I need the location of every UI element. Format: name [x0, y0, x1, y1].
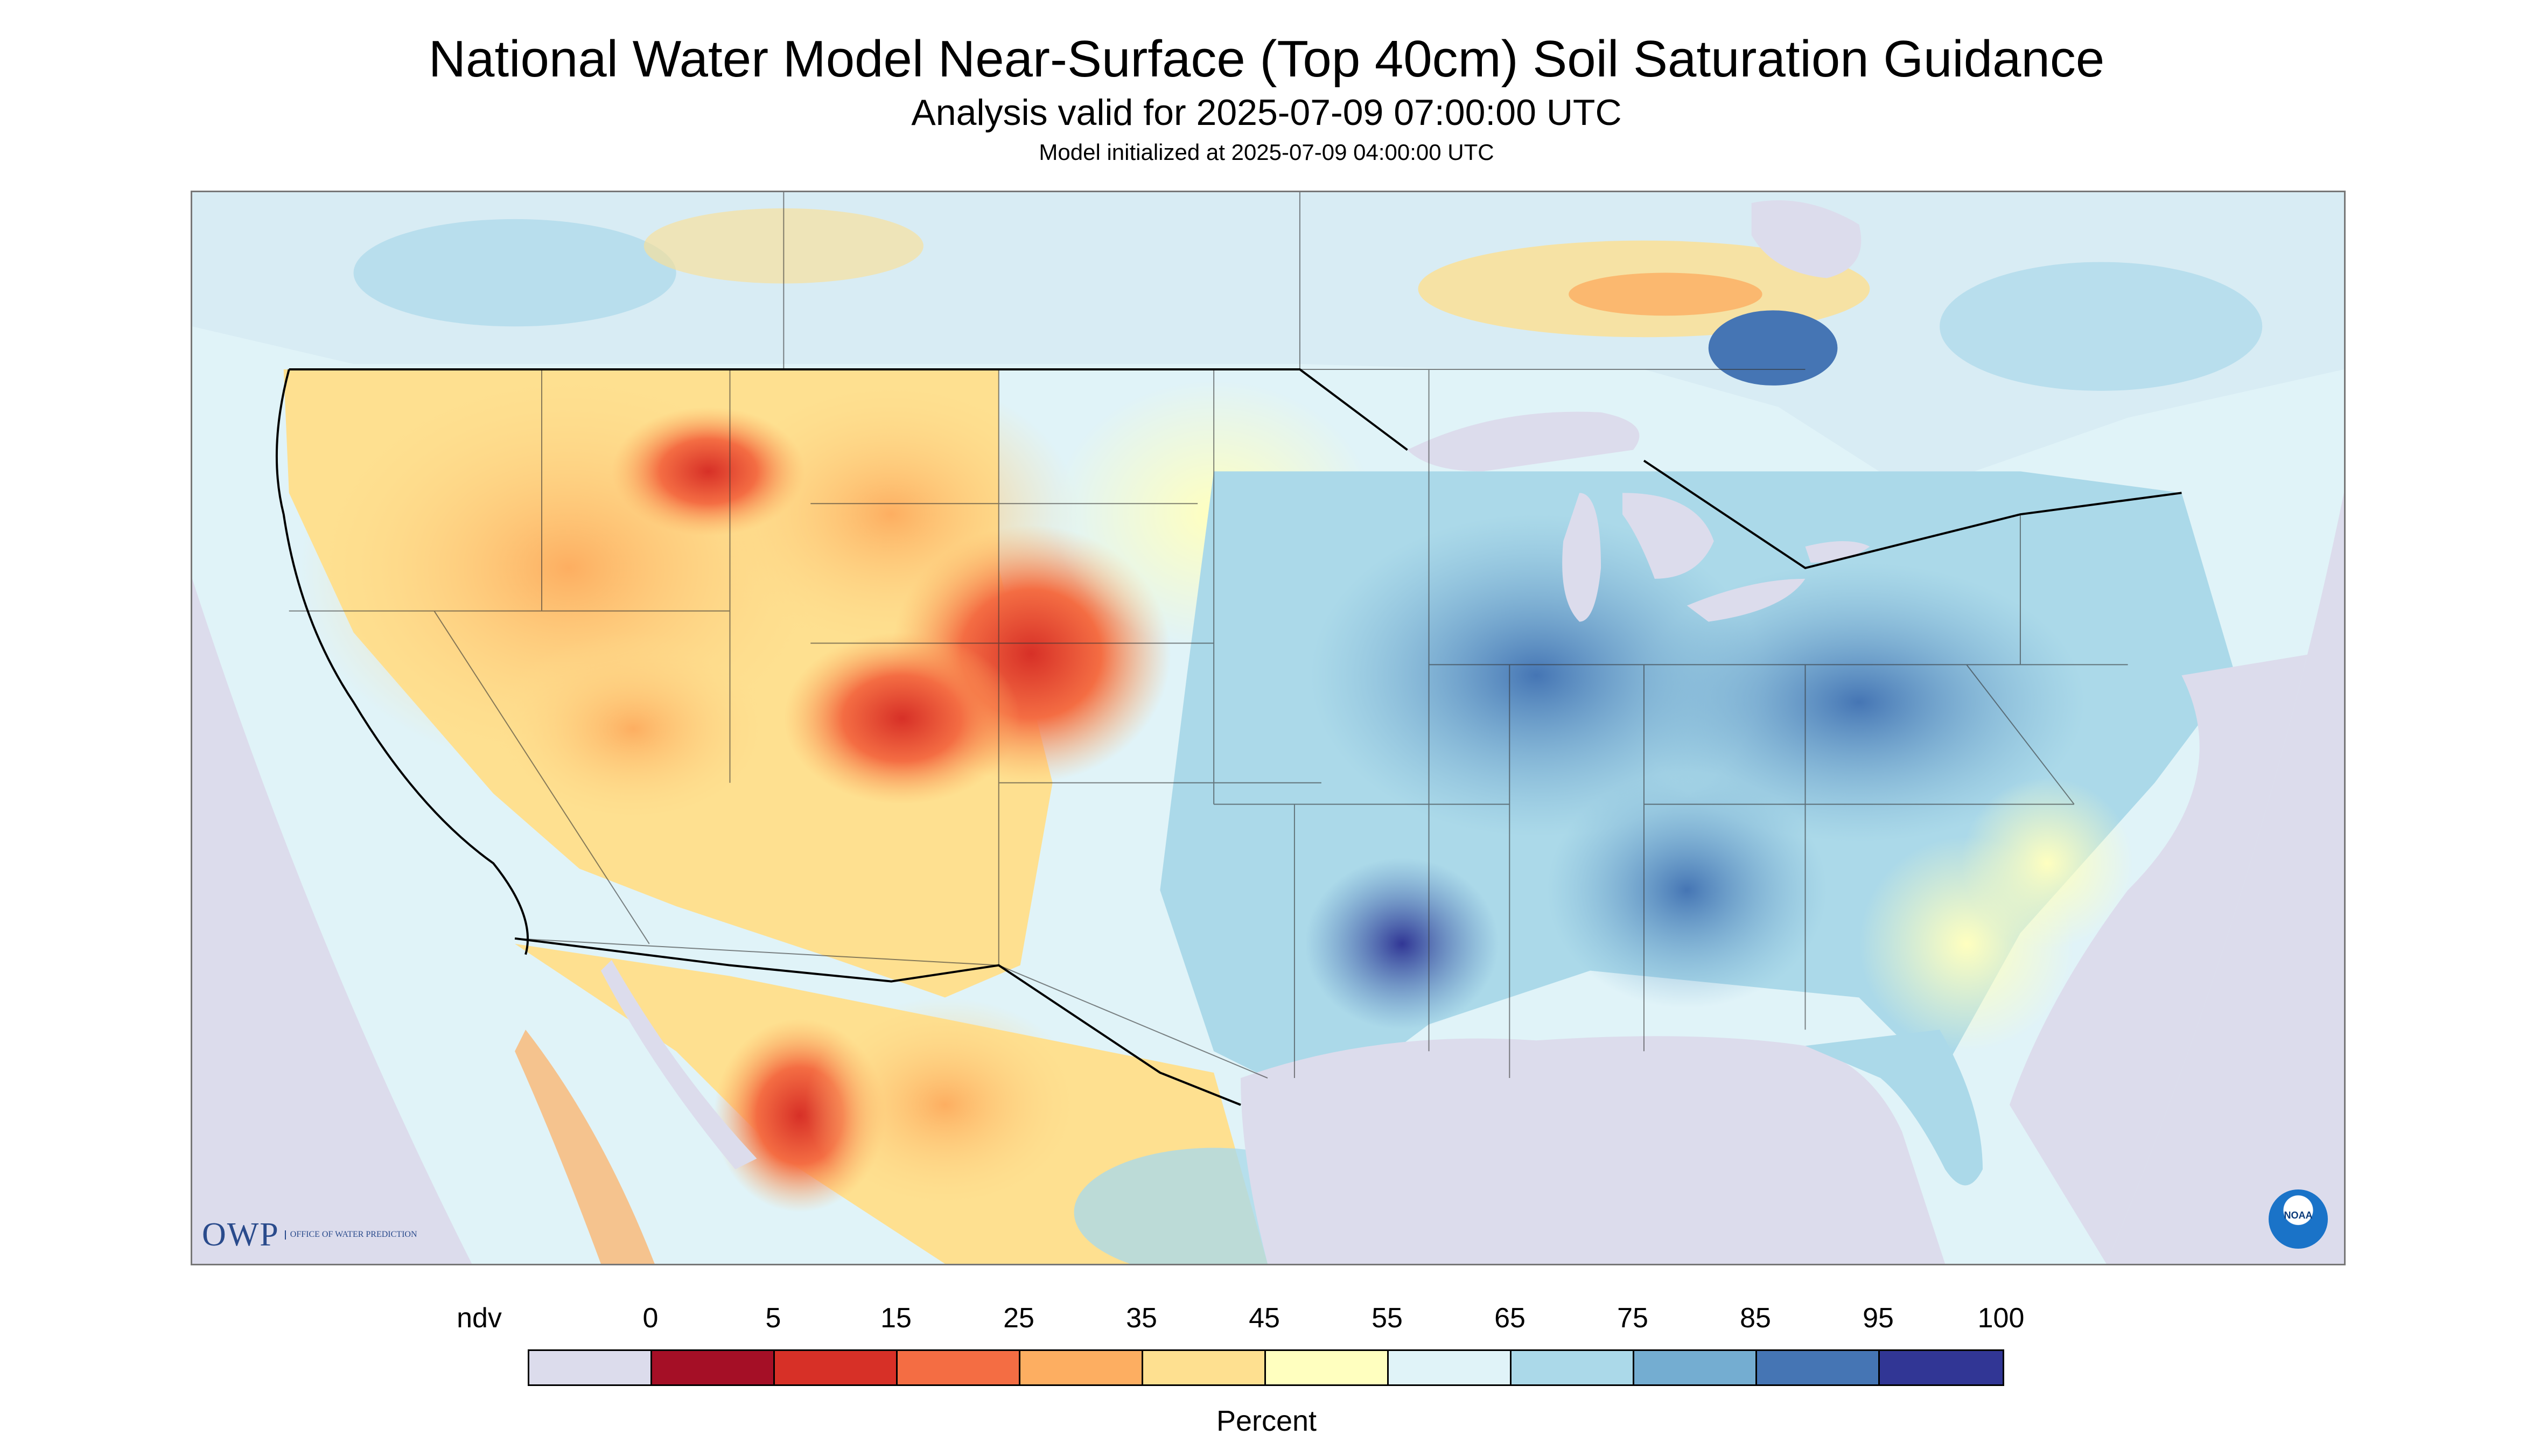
legend-swatch [1757, 1351, 1880, 1384]
legend-label: 65 [1494, 1303, 1526, 1334]
legend-label: 85 [1740, 1303, 1771, 1334]
legend-label: 55 [1372, 1303, 1403, 1334]
legend-swatch [529, 1351, 652, 1384]
gulf-of-mexico [1241, 1036, 1946, 1264]
legend-swatch [1634, 1351, 1757, 1384]
florida [1805, 1030, 1983, 1186]
map-title: National Water Model Near-Surface (Top 4… [428, 30, 2105, 88]
atlantic-ocean [2009, 493, 2344, 1264]
legend-label: 75 [1617, 1303, 1648, 1334]
legend-swatch [775, 1351, 898, 1384]
lake-michigan [1562, 493, 1601, 622]
lake-erie [1687, 578, 1806, 622]
legend-labels: ndv 0 5 15 25 35 45 55 65 75 85 95 100 [0, 1304, 2533, 1336]
legend-swatch [1266, 1351, 1389, 1384]
legend-label: 5 [765, 1303, 781, 1334]
legend-swatch [1880, 1351, 2003, 1384]
legend-swatch [1020, 1351, 1143, 1384]
legend-label: ndv [457, 1303, 502, 1334]
legend-swatch [1389, 1351, 1512, 1384]
owp-logo-subtext: OFFICE OF WATER PREDICTION [284, 1230, 417, 1240]
legend-label: 15 [880, 1303, 912, 1334]
noaa-logo-text: NOAA [2284, 1210, 2313, 1221]
legend-swatch [1143, 1351, 1266, 1384]
legend-units: Percent [1216, 1405, 1317, 1437]
analysis-time: Analysis valid for 2025-07-09 07:00:00 U… [911, 92, 1622, 133]
lake-ontario [1805, 541, 1870, 563]
legend-colorbar [528, 1349, 2004, 1386]
legend-swatch [1512, 1351, 1634, 1384]
lake-huron [1622, 493, 1714, 579]
legend-label: 0 [642, 1303, 659, 1334]
legend-label: 100 [1977, 1303, 2025, 1334]
legend-swatch [652, 1351, 775, 1384]
us-border [289, 368, 2182, 1106]
map-canvas [192, 192, 2344, 1264]
noaa-logo: NOAA [2269, 1189, 2328, 1249]
legend-label: 25 [1003, 1303, 1034, 1334]
legend-label: 35 [1126, 1303, 1157, 1334]
legend-swatch [898, 1351, 1020, 1384]
model-init-time: Model initialized at 2025-07-09 04:00:00… [1039, 139, 1494, 165]
owp-logo-text: OWP [202, 1216, 279, 1253]
west-coastline [275, 369, 529, 955]
owp-logo: OWP OFFICE OF WATER PREDICTION [202, 1216, 417, 1254]
legend-label: 95 [1863, 1303, 1894, 1334]
lake-superior [1407, 411, 1640, 472]
soil-saturation-map: OWP OFFICE OF WATER PREDICTION NOAA [191, 191, 2346, 1265]
legend-label: 45 [1249, 1303, 1280, 1334]
